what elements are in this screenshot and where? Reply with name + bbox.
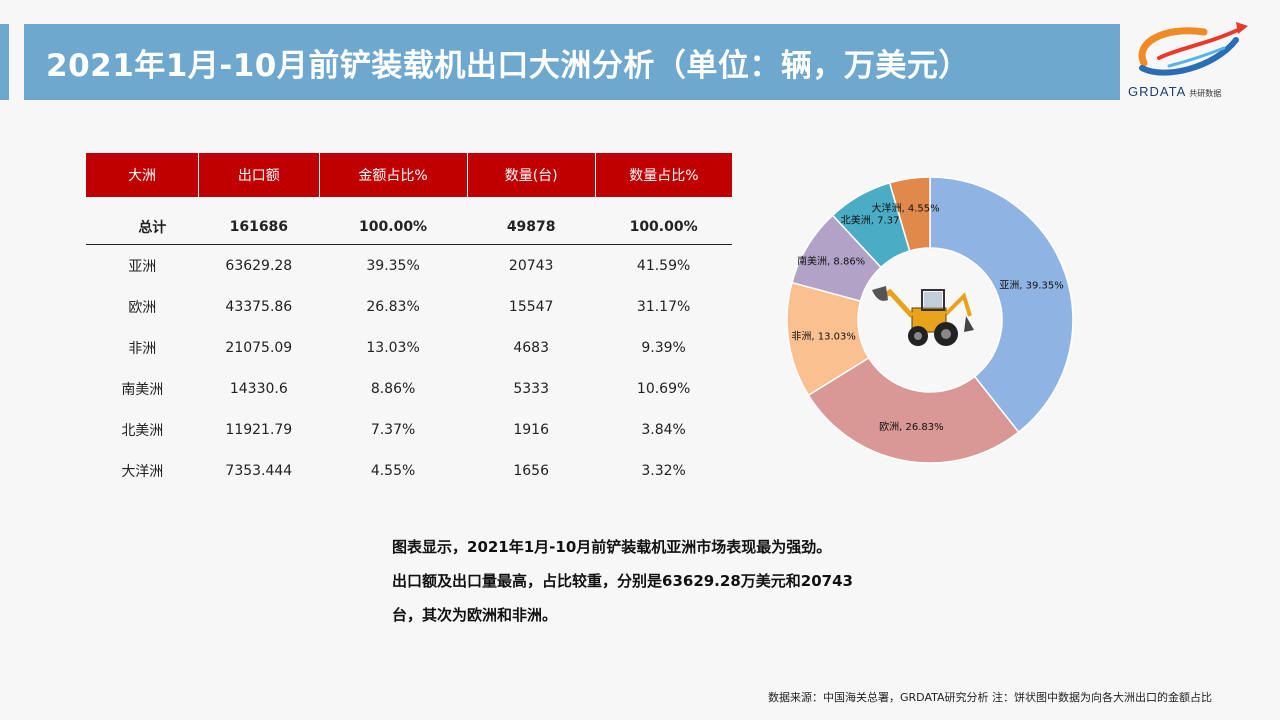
table-cell: 20743 — [508, 257, 554, 274]
loader-icon — [872, 286, 974, 346]
pie-label-6: 大洋洲, 4.55% — [871, 202, 939, 215]
table-cell: 8.86% — [370, 380, 416, 397]
table-header-cell: 大洲 — [86, 153, 200, 197]
table-cell: 亚洲 — [128, 258, 157, 275]
table-cell: 9.39% — [641, 339, 686, 356]
table-cell: 15547 — [508, 298, 554, 315]
logo-sub: 共研数据 — [1189, 89, 1222, 98]
page-title: 2021年1月-10月前铲装载机出口大洲分析（单位：辆，万美元） — [46, 47, 970, 84]
table-cell: 大洋洲 — [121, 463, 164, 480]
summary-line: 图表显示，2021年1月-10月前铲装载机亚洲市场表现最为强劲。 — [392, 538, 832, 556]
table-cell: 北美洲 — [121, 422, 164, 439]
table-cell: 4683 — [513, 339, 549, 356]
logo-icon — [1138, 22, 1248, 76]
table-cell: 南美洲 — [121, 381, 164, 398]
pie-slice-2 — [807, 356, 1020, 464]
table-cell: 3.84% — [641, 421, 686, 438]
table-cell: 3.32% — [641, 462, 686, 479]
table-cell: 14330.6 — [229, 380, 288, 397]
table-cell: 63629.28 — [225, 257, 293, 274]
pie-label-2: 欧洲, 26.83% — [879, 421, 944, 433]
table-header-cell: 金额占比% — [319, 153, 468, 197]
pie-slice-6 — [888, 176, 931, 252]
pie-label-4: 南美洲, 8.86% — [797, 254, 865, 267]
table-row: 南美洲 14330.6 8.86% 5333 10.69% — [86, 368, 732, 409]
logo-text: GRDATA 共研数据 — [1128, 84, 1221, 99]
summary-line: 台，其次为欧洲和非洲。 — [392, 606, 558, 624]
table-total-row: 总计 161686 100.00% 49878 100.00% — [86, 209, 732, 245]
table-row: 北美洲 11921.79 7.37% 1916 3.84% — [86, 409, 732, 450]
table-cell: 10.69% — [636, 380, 691, 397]
table-row: 亚洲 63629.28 39.35% 20743 41.59% — [86, 245, 732, 287]
table-cell: 13.03% — [366, 339, 420, 356]
table-row: 欧洲 43375.86 26.83% 15547 31.17% — [86, 286, 732, 327]
table-cell: 4.55% — [370, 462, 416, 479]
table-cell: 5333 — [513, 380, 549, 397]
table-cell: 31.17% — [636, 298, 691, 315]
logo-name: GRDATA — [1128, 84, 1187, 99]
table-cell: 21075.09 — [225, 339, 293, 356]
table-cell: 100.00% — [595, 209, 732, 245]
summary-line: 出口额及出口量最高，占比较重，分别是63629.28万美元和20743 — [392, 572, 853, 590]
table-cell: 11921.79 — [225, 421, 293, 438]
table-cell: 161686 — [198, 209, 320, 245]
table-cell: 非洲 — [128, 340, 157, 357]
pie-label-1: 亚洲, 39.35% — [999, 280, 1064, 292]
table-cell: 49878 — [467, 209, 596, 245]
table-cell: 43375.86 — [225, 298, 293, 315]
title-band: 2021年1月-10月前铲装载机出口大洲分析（单位：辆，万美元） — [24, 24, 1120, 100]
table-row: 大洋洲 7353.444 4.55% 1656 3.32% — [86, 450, 732, 491]
donut-chart: 亚洲, 39.35% 欧洲, 26.83% 非洲, 13.03% 南美洲, 8.86%… — [786, 176, 1074, 464]
table-row: 非洲 21075.09 13.03% 4683 9.39% — [86, 327, 732, 368]
table-header-cell: 出口额 — [198, 153, 320, 197]
title-accent-bar — [0, 24, 9, 100]
footer-source: 数据来源：中国海关总署，GRDATA研究分析 注：饼状图中数据为向各大洲出口的金… — [768, 691, 1212, 704]
table-cell: 41.59% — [636, 257, 691, 274]
table-cell: 26.83% — [366, 298, 420, 315]
logo: GRDATA 共研数据 — [1124, 18, 1256, 104]
table-cell: 总计 — [86, 209, 199, 245]
table-cell: 39.35% — [366, 257, 420, 274]
export-table: 大洲 出口额 金额占比% 数量(台) 数量占比% 总计 161686 100.0… — [86, 153, 732, 491]
table-cell: 1656 — [513, 462, 549, 479]
table-cell: 7.37% — [370, 421, 416, 438]
table-cell: 100.00% — [319, 209, 468, 245]
table-cell: 1916 — [513, 421, 549, 438]
pie-label-3: 非洲, 13.03% — [791, 330, 856, 342]
summary-text: 图表显示，2021年1月-10月前铲装载机亚洲市场表现最为强劲。 出口额及出口量… — [392, 530, 912, 632]
pie-label-5: 北美洲, 7.37% — [841, 214, 909, 227]
table-header-cell: 数量占比% — [595, 153, 732, 197]
table-header-row: 大洲 出口额 金额占比% 数量(台) 数量占比% — [86, 153, 732, 197]
table-cell: 欧洲 — [128, 299, 157, 316]
table-cell: 7353.444 — [225, 462, 293, 479]
table-header-cell: 数量(台) — [467, 153, 596, 197]
pie-slice-1 — [929, 176, 1074, 434]
